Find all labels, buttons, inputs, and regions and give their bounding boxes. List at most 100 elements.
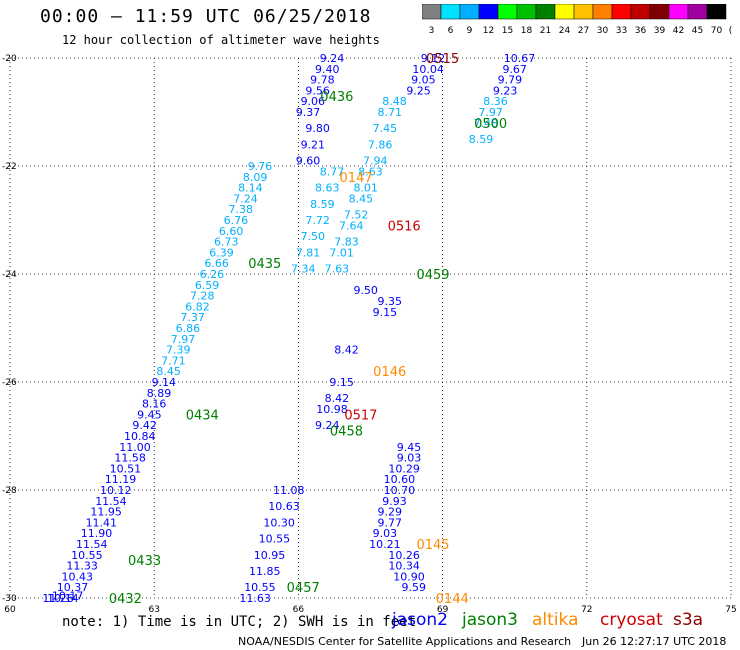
colorbar-label: 39: [654, 26, 666, 36]
wave-height-value: 8.01: [353, 182, 378, 195]
wave-height-value: 8.77: [320, 165, 345, 178]
wave-height-value: 6.66: [204, 257, 229, 270]
wave-height-value: 9.24: [320, 52, 345, 65]
wave-height-value: 9.67: [502, 63, 527, 76]
wave-height-value: 11.90: [81, 527, 113, 540]
wave-height-value: 10.30: [263, 516, 295, 529]
pass-time-label: 0435: [248, 257, 281, 272]
wave-height-value: 10.37: [57, 581, 89, 594]
wave-height-value: 8.63: [358, 165, 383, 178]
wave-height-value: 6.60: [219, 225, 244, 238]
wave-height-value: 8.09: [243, 171, 268, 184]
wave-height-value: 8.14: [238, 182, 263, 195]
chart-title: 00:00 – 11:59 UTC 06/25/2018: [40, 6, 372, 27]
pass-time-label: 0458: [330, 425, 363, 440]
wave-height-value: 7.50: [301, 230, 326, 243]
wave-height-value: 11.26: [42, 592, 74, 605]
wave-height-value: 11.54: [76, 538, 108, 551]
wave-height-value: 9.03: [397, 452, 422, 465]
x-tick-label: 69: [437, 605, 449, 615]
wave-height-value: 8.42: [334, 344, 359, 357]
satellite-s3a-label: s3a: [673, 610, 704, 630]
pass-time-label: 0433: [128, 554, 161, 569]
wave-height-value: 8.48: [382, 95, 407, 108]
wave-height-value: 9.93: [382, 495, 407, 508]
colorbar-label: 45: [692, 26, 703, 36]
wave-height-value: 9.23: [493, 84, 518, 97]
wave-height-value: 7.81: [296, 246, 321, 259]
wave-height-value: 7.97: [171, 333, 196, 346]
wave-height-value: 7.63: [325, 263, 350, 276]
y-tick-label: -26: [2, 378, 17, 388]
pass-time-label: 0147: [340, 171, 373, 186]
wave-height-value: 9.50: [353, 284, 378, 297]
wave-height-value: 9.60: [296, 155, 321, 168]
wave-height-value: 11.19: [105, 473, 137, 486]
wave-height-value: 8.59: [310, 198, 335, 211]
pass-time-label: 0459: [416, 268, 449, 283]
wave-height-value: 11.54: [95, 495, 127, 508]
wave-height-value: 9.40: [315, 63, 340, 76]
wave-height-value: 6.39: [209, 246, 234, 259]
wave-height-value: 9.59: [402, 581, 427, 594]
satellite-altika-label: altika: [532, 610, 579, 630]
wave-height-value: 9.76: [248, 160, 273, 173]
wave-height-value: 10.04: [412, 63, 444, 76]
wave-height-value: 7.28: [190, 290, 215, 303]
colorbar-label: 3: [429, 26, 435, 36]
wave-height-value: 6.86: [176, 322, 201, 335]
wave-height-value: 9.03: [373, 527, 398, 540]
wave-height-value: 10.67: [504, 52, 536, 65]
pass-time-label: 0517: [344, 408, 377, 423]
wave-height-value: 9.79: [498, 74, 523, 87]
y-tick-label: -24: [2, 270, 17, 280]
wave-height-value: 10.90: [393, 570, 425, 583]
wave-height-value: 9.37: [296, 106, 321, 119]
wave-height-value: 7.64: [339, 219, 364, 232]
colorbar-label: 12: [483, 26, 494, 36]
colorbar-label: 30: [597, 26, 609, 36]
wave-height-value: 11.85: [249, 565, 281, 578]
pass-time-label: 0436: [320, 90, 353, 105]
satellite-jason2-label: jason2: [392, 610, 448, 630]
wave-height-value: 8.45: [349, 192, 374, 205]
colorbar-label: (ft): [729, 26, 732, 36]
satellite-jason3-label: jason3: [462, 610, 518, 630]
colorbar-label: 27: [578, 26, 589, 36]
wave-height-value: 8.71: [377, 106, 402, 119]
wave-height-value: 9.80: [305, 122, 330, 135]
wave-height-value: 9.77: [377, 516, 402, 529]
wave-height-value: 7.52: [344, 209, 369, 222]
wave-height-value: 9.35: [377, 295, 402, 308]
satellite-cryosat-label: cryosat: [600, 610, 663, 630]
wave-height-value: 7.94: [363, 155, 388, 168]
wave-height-value: 9.14: [152, 376, 177, 389]
pass-time-label: 0500: [474, 117, 507, 132]
wave-height-value: 10.51: [110, 462, 142, 475]
wave-height-value: 9.56: [305, 84, 330, 97]
colorbar-label: 18: [521, 26, 533, 36]
wave-height-value: 9.12: [421, 52, 446, 65]
wave-height-value: 8.42: [325, 392, 350, 405]
wave-height-value: 6.26: [200, 268, 225, 281]
pass-time-label: 0516: [388, 219, 421, 234]
wave-height-value: 6.59: [195, 279, 220, 292]
wave-height-value: 7.86: [368, 138, 393, 151]
x-tick-label: 75: [725, 605, 736, 615]
wave-height-value: 10.63: [268, 500, 300, 513]
x-tick-label: 72: [581, 605, 592, 615]
pass-time-label: 0432: [109, 592, 142, 607]
units-note: note: 1) Time is in UTC; 2) SWH is in fe…: [62, 614, 417, 630]
wave-height-value: 7.72: [305, 214, 330, 227]
wave-height-value: 10.14: [47, 592, 79, 605]
x-tick-label: 66: [293, 605, 305, 615]
wave-height-value: 10.55: [244, 581, 276, 594]
wave-height-value: 11.95: [90, 506, 122, 519]
wave-height-value: 9.29: [377, 506, 402, 519]
pass-time-label: 0457: [287, 581, 320, 596]
wave-height-value: 10.21: [369, 538, 401, 551]
chart-subtitle: 12 hour collection of altimeter wave hei…: [62, 33, 380, 47]
wave-height-value: 9.05: [411, 74, 436, 87]
wave-height-value: 6.76: [224, 214, 249, 227]
